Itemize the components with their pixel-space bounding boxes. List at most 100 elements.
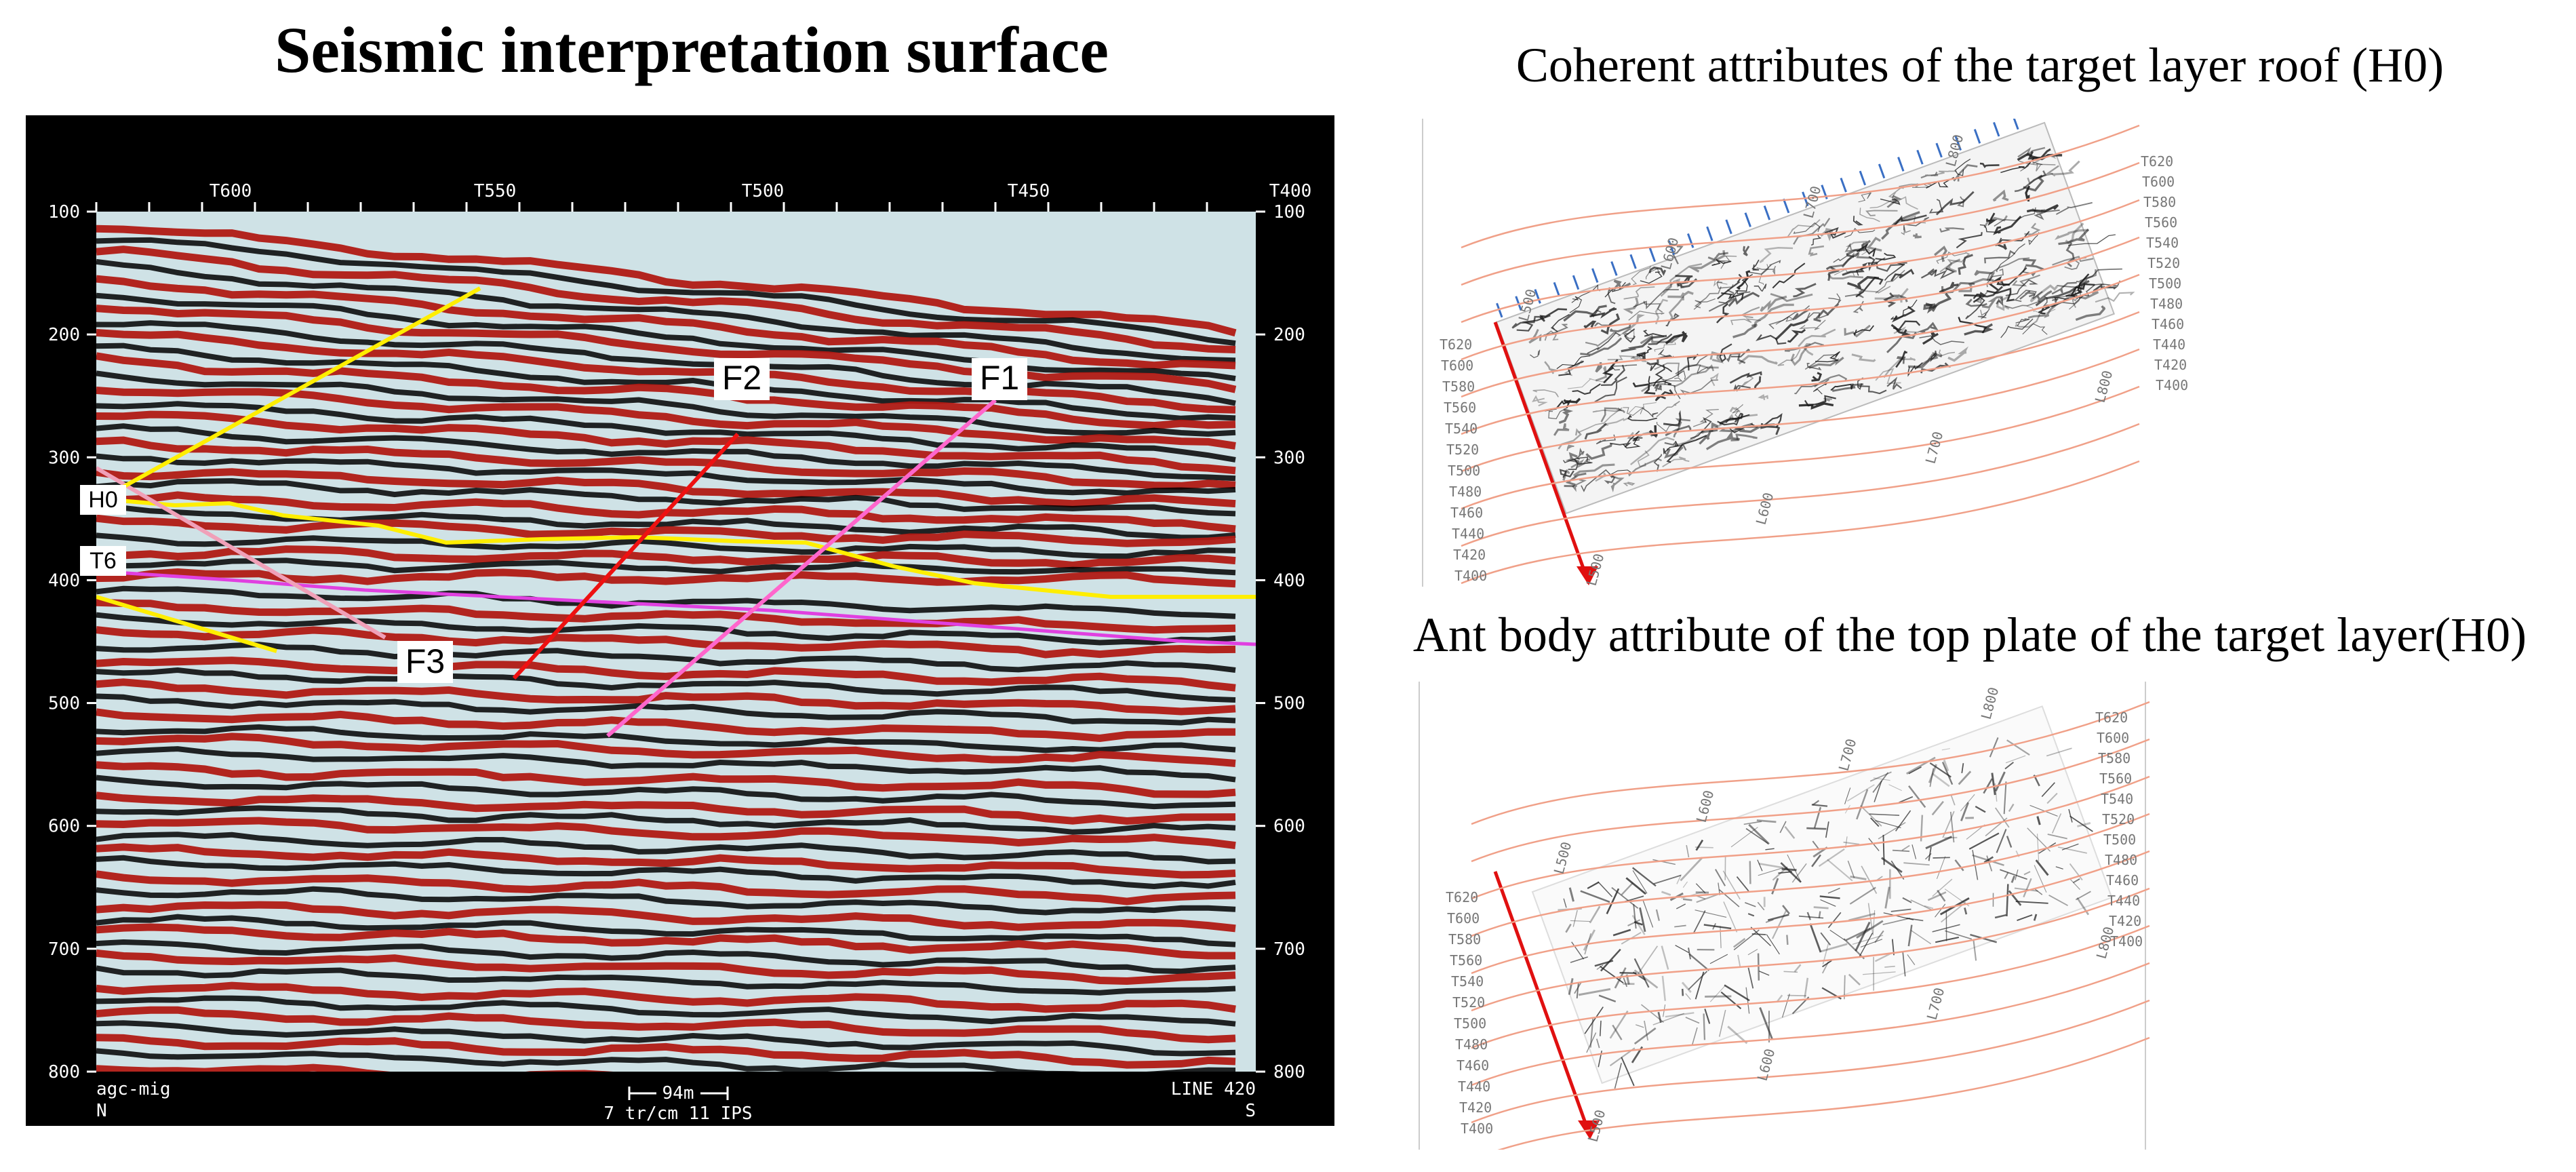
coherence-discontinuity — [1875, 269, 1905, 294]
map-t-label-left: T500 — [1448, 463, 1480, 479]
coherence-discontinuity — [2017, 146, 2046, 158]
coherence-discontinuity — [1981, 296, 2002, 309]
ant-fault-trace — [2061, 843, 2079, 851]
coherence-discontinuity — [1947, 346, 1969, 362]
map-t-label-left: T600 — [1441, 357, 1473, 374]
ant-fault-trace — [1968, 832, 2000, 850]
ant-fault-trace — [1845, 927, 1871, 941]
map-top-tick — [1591, 268, 1599, 284]
coherence-discontinuity — [2024, 222, 2041, 238]
coherence-discontinuity — [1564, 472, 1587, 488]
coherence-discontinuity — [1827, 273, 1864, 279]
coherence-discontinuity — [1890, 324, 1911, 338]
coherence-discontinuity — [1567, 378, 1607, 389]
reflector-peak — [96, 514, 1236, 547]
coherence-discontinuity — [1708, 289, 1735, 312]
time-label-left: 200 — [48, 325, 80, 345]
coherence-discontinuity — [1596, 434, 1616, 445]
coherence-discontinuity — [1859, 208, 1880, 222]
coherence-discontinuity — [1770, 292, 1813, 302]
reflector-trough — [96, 855, 1236, 890]
svg-text:F2: F2 — [722, 359, 761, 397]
map-t-label-left: T480 — [1455, 1036, 1488, 1053]
ant-fault-trace — [1652, 859, 1676, 865]
ant-fault-trace — [1750, 926, 1771, 947]
coherence-discontinuity — [2023, 174, 2044, 192]
ant-fault-trace — [1682, 881, 1688, 888]
coherence-discontinuity — [1831, 383, 1864, 392]
ant-fault-trace — [1767, 914, 1789, 921]
coherence-discontinuity — [1666, 435, 1707, 463]
ant-fault-trace — [1709, 954, 1728, 964]
ant-fault-trace — [1598, 994, 1617, 1002]
coherence-discontinuity — [2004, 300, 2041, 309]
trace-label: T550 — [474, 181, 517, 201]
coherence-discontinuity — [1775, 318, 1809, 341]
coherence-discontinuity — [1602, 359, 1619, 384]
coherence-discontinuity — [1787, 328, 1806, 343]
ant-fault-trace — [1910, 929, 1932, 945]
ant-fault-trace — [1565, 923, 1572, 933]
reflector-trough — [96, 914, 1236, 948]
coherence-discontinuity — [1705, 431, 1740, 450]
time-label-right: 400 — [1273, 570, 1305, 591]
ant-fault-trace — [1869, 771, 1892, 782]
ant-fault-trace — [1737, 954, 1741, 968]
coherence-discontinuity — [1581, 469, 1611, 492]
coherence-discontinuity — [1660, 377, 1683, 382]
ant-fault-trace — [1791, 863, 1807, 883]
coherence-discontinuity — [1740, 307, 1760, 319]
ant-fault-trace — [1745, 827, 1769, 844]
coherence-discontinuity — [2029, 284, 2059, 302]
coherence-discontinuity — [1580, 337, 1623, 356]
footer-direction-s: S — [1245, 1101, 1256, 1121]
coherence-discontinuity — [1566, 444, 1574, 452]
ant-fault-trace — [1756, 819, 1777, 823]
ant-fault-trace — [1911, 844, 1917, 859]
ant-fault-trace — [1994, 914, 2007, 919]
coherence-discontinuity — [1974, 269, 1996, 281]
map-contour-line — [1461, 199, 2140, 324]
ant-fault-trace — [1633, 1027, 1657, 1045]
coherence-discontinuity — [1718, 423, 1753, 433]
ant-fault-trace — [1778, 871, 1793, 874]
coherence-discontinuity — [1992, 189, 2009, 202]
reflector-peak — [96, 901, 1236, 933]
map-contour-line — [1471, 813, 2150, 937]
ant-fault-trace — [1583, 929, 1596, 951]
ant-fault-trace — [1852, 935, 1884, 945]
coherence-discontinuity — [1572, 383, 1601, 395]
coherence-discontinuity — [1718, 255, 1737, 269]
coherence-discontinuity — [1562, 469, 1570, 481]
reflector-trough — [96, 746, 1236, 783]
ant-fault-trace — [1589, 1018, 1594, 1048]
ant-fault-trace — [1600, 948, 1621, 972]
ant-fault-trace — [1633, 921, 1643, 926]
reflector-trough — [96, 939, 1236, 975]
ant-fault-trace — [1822, 960, 1832, 968]
reflector-trough — [96, 642, 1236, 673]
coherence-discontinuity — [1539, 308, 1567, 322]
ant-fault-trace — [2023, 871, 2031, 876]
coherence-discontinuity — [1654, 342, 1676, 352]
coherence-discontinuity — [1636, 351, 1646, 360]
map-top-tick — [1667, 240, 1676, 255]
ant-fault-trace — [1779, 821, 1787, 834]
ant-fault-trace — [2023, 878, 2032, 898]
ant-fault-trace — [1695, 883, 1706, 894]
coherence-discontinuity — [1852, 300, 1864, 313]
ant-fault-trace — [1681, 981, 1692, 993]
ant-fault-trace — [1925, 836, 1953, 850]
ant-fault-trace — [2004, 762, 2014, 770]
ant-fault-trace — [1873, 777, 1890, 781]
coherence-discontinuity — [2077, 269, 2097, 294]
coherence-discontinuity — [2086, 280, 2121, 292]
footer-display-params: 7 tr/cm 11 IPS — [603, 1103, 752, 1124]
ant-fault-trace — [1732, 937, 1746, 948]
coherence-discontinuity — [1875, 368, 1901, 385]
ant-fault-trace — [1906, 756, 1936, 775]
coherence-discontinuity — [1874, 288, 1909, 303]
map-t-label-right: T500 — [2149, 275, 2181, 292]
map-t-label-left: T460 — [1450, 505, 1483, 521]
ant-fault-trace — [1932, 878, 1953, 897]
